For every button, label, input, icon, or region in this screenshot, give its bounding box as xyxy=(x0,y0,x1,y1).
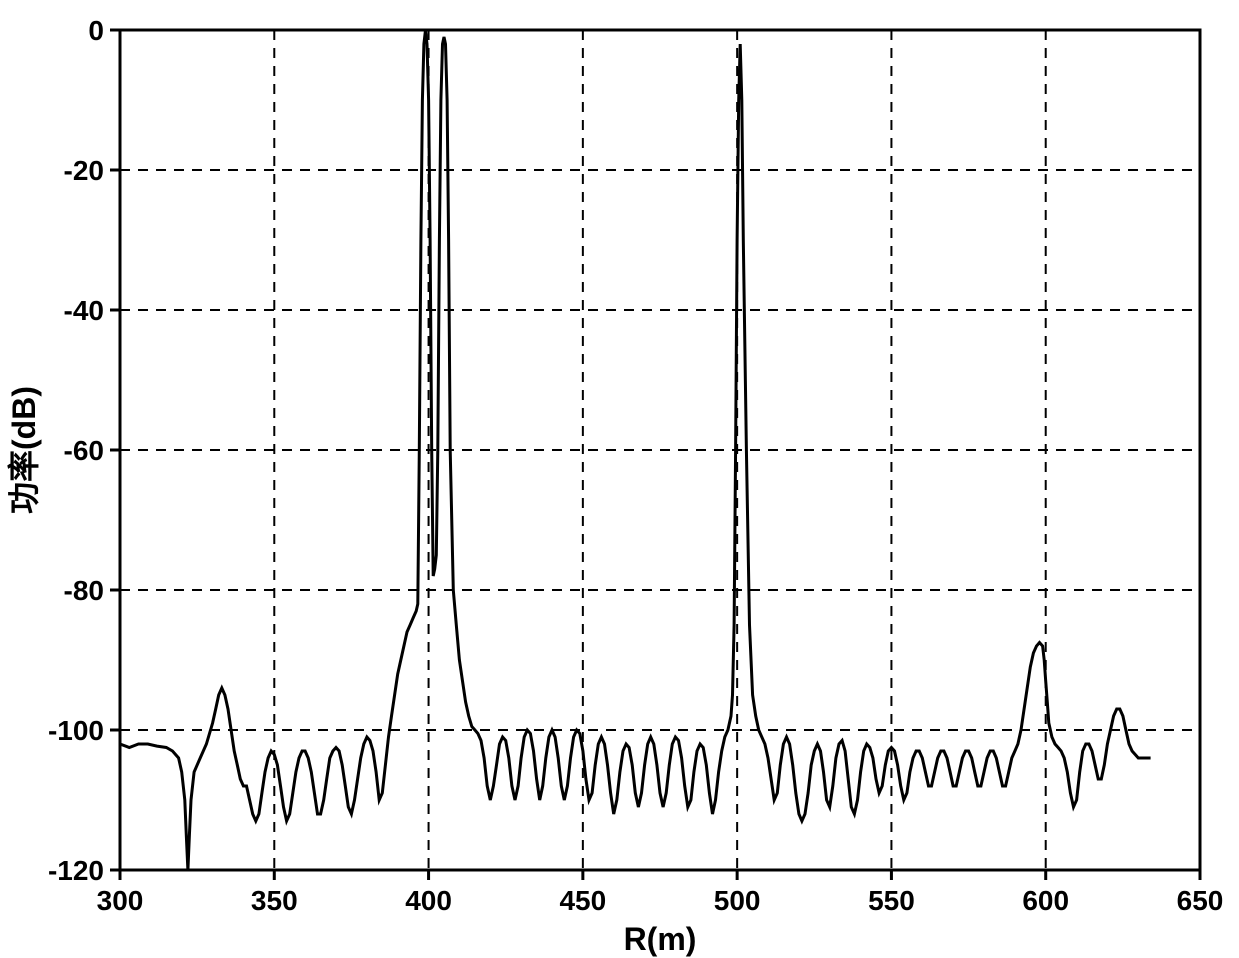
y-tick-label: -120 xyxy=(48,855,104,886)
x-tick-label: 650 xyxy=(1177,885,1224,916)
y-tick-label: -20 xyxy=(64,155,104,186)
x-tick-label: 300 xyxy=(97,885,144,916)
chart-svg: 300 350 400 450 500 550 600 650 -120 -100 -80 -60 -4… xyxy=(0,0,1239,958)
x-tick-label: 350 xyxy=(251,885,298,916)
x-tick-label: 400 xyxy=(405,885,452,916)
y-tick-label: -60 xyxy=(64,435,104,466)
power-range-chart: 300 350 400 450 500 550 600 650 -120 -100 -80 -60 -4… xyxy=(0,0,1239,958)
x-axis-label: R(m) xyxy=(624,921,697,957)
y-axis-label: 功率(dB) xyxy=(6,386,42,514)
x-tick-label: 450 xyxy=(559,885,606,916)
x-tick-label: 550 xyxy=(868,885,915,916)
y-tick-label: 0 xyxy=(88,15,104,46)
y-tick-label: -100 xyxy=(48,715,104,746)
x-tick-label: 500 xyxy=(714,885,761,916)
y-tick-label: -80 xyxy=(64,575,104,606)
x-tick-label: 600 xyxy=(1022,885,1069,916)
y-tick-label: -40 xyxy=(64,295,104,326)
